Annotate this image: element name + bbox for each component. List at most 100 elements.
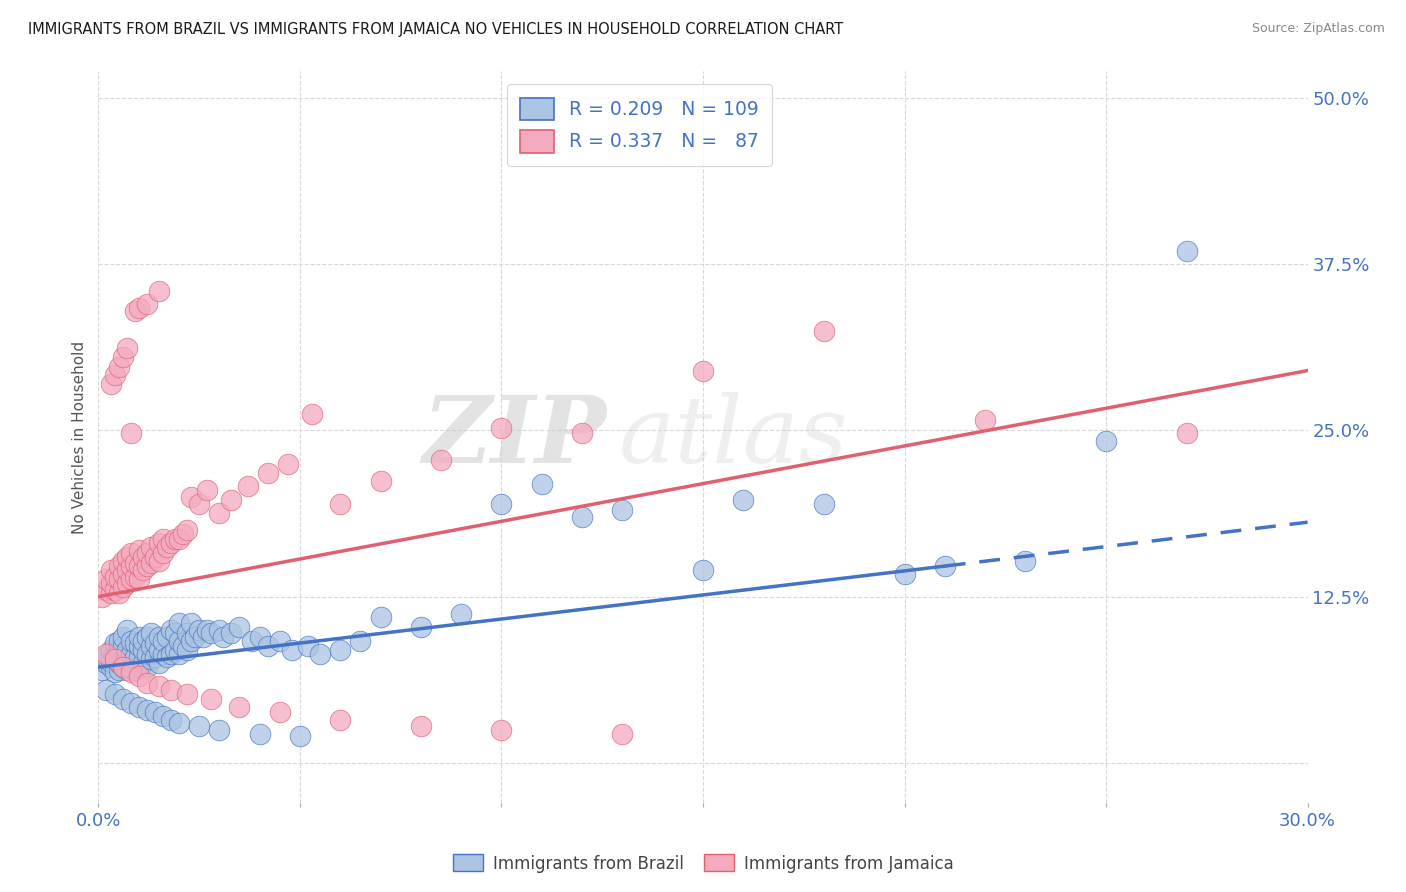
Point [156,649,179,664]
Point [491,723,513,737]
Point [813,497,835,511]
Point [249,630,271,644]
Point [200,692,222,706]
Point [115,563,138,577]
Point [195,623,218,637]
Point [733,492,755,507]
Point [128,649,150,664]
Point [349,633,371,648]
Point [128,543,150,558]
Point [124,649,146,664]
Point [212,630,235,644]
Y-axis label: No Vehicles in Household: No Vehicles in Household [72,341,87,533]
Point [269,706,291,720]
Point [329,714,352,728]
Point [163,533,186,547]
Point [256,466,278,480]
Point [163,625,186,640]
Point [107,573,129,587]
Point [103,652,125,666]
Point [277,457,299,471]
Point [115,576,138,591]
Point [139,625,162,640]
Point [115,663,138,677]
Point [124,636,146,650]
Point [297,639,319,653]
Point [288,729,311,743]
Point [180,490,202,504]
Point [135,647,157,661]
Point [111,580,134,594]
Point [111,351,134,365]
Point [128,669,150,683]
Point [143,706,166,720]
Point [115,652,138,666]
Point [160,623,183,637]
Point [120,573,142,587]
Point [124,303,146,318]
Point [893,567,915,582]
Point [167,616,190,631]
Point [135,703,157,717]
Point [107,633,129,648]
Legend: R = 0.209   N = 109, R = 0.337   N =   87: R = 0.209 N = 109, R = 0.337 N = 87 [506,85,772,166]
Point [208,506,231,520]
Point [120,559,142,574]
Point [172,527,194,541]
Point [176,643,198,657]
Point [301,408,323,422]
Point [256,639,278,653]
Point [135,676,157,690]
Point [156,630,179,644]
Point [188,623,211,637]
Point [96,573,118,587]
Point [163,643,186,657]
Point [103,368,125,382]
Point [115,549,138,564]
Point [195,483,218,498]
Point [180,633,202,648]
Point [120,426,142,441]
Point [228,620,250,634]
Text: Source: ZipAtlas.com: Source: ZipAtlas.com [1251,22,1385,36]
Point [139,541,162,555]
Point [208,623,231,637]
Point [193,630,215,644]
Point [143,549,166,564]
Text: IMMIGRANTS FROM BRAZIL VS IMMIGRANTS FROM JAMAICA NO VEHICLES IN HOUSEHOLD CORRE: IMMIGRANTS FROM BRAZIL VS IMMIGRANTS FRO… [28,22,844,37]
Point [167,716,190,731]
Point [128,630,150,644]
Point [974,413,997,427]
Point [128,700,150,714]
Point [208,723,231,737]
Point [103,665,125,680]
Point [143,649,166,664]
Point [409,620,432,634]
Point [103,570,125,584]
Point [160,682,183,697]
Text: ZIP: ZIP [422,392,606,482]
Point [103,652,125,666]
Point [135,559,157,574]
Point [135,546,157,560]
Point [200,625,222,640]
Point [221,492,243,507]
Point [148,679,170,693]
Point [100,660,122,674]
Point [91,590,114,604]
Point [103,582,125,597]
Point [128,639,150,653]
Point [148,554,170,568]
Legend: Immigrants from Brazil, Immigrants from Jamaica: Immigrants from Brazil, Immigrants from … [446,847,960,880]
Point [120,665,142,680]
Point [115,623,138,637]
Point [172,639,194,653]
Point [934,559,956,574]
Point [188,497,211,511]
Point [100,576,122,591]
Point [107,359,129,374]
Point [152,633,174,648]
Point [111,692,134,706]
Point [329,643,352,657]
Point [1095,434,1118,448]
